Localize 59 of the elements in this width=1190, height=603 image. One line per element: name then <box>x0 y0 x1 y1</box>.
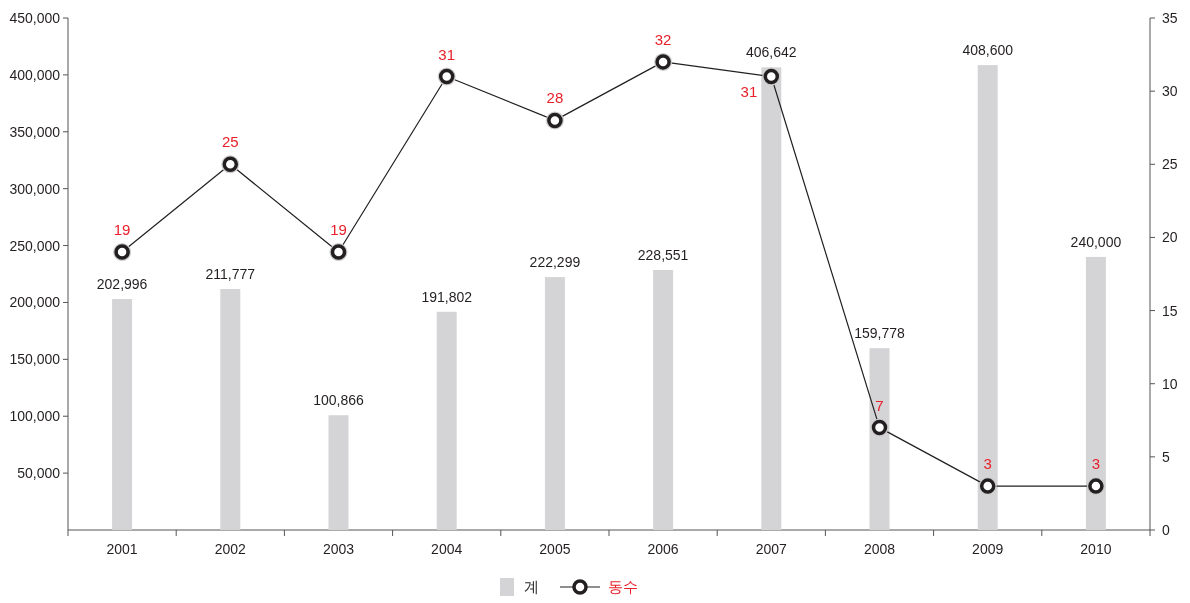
y-tick-label: 350,000 <box>9 123 61 140</box>
x-tick-label: 2004 <box>431 541 463 557</box>
y2-tick-label: 15 <box>1162 302 1178 319</box>
legend-label: 계 <box>524 578 539 595</box>
y2-tick-label: 35 <box>1162 10 1178 26</box>
bar <box>761 67 782 530</box>
data-label: 222,299 <box>529 254 581 271</box>
bar <box>328 415 349 530</box>
data-label: 240,000 <box>1070 233 1122 250</box>
bar <box>220 289 241 530</box>
y2-tick-label: 30 <box>1162 83 1178 100</box>
y-tick-label: 400,000 <box>9 66 61 83</box>
bar <box>1085 256 1106 530</box>
data-label: 7 <box>875 396 884 414</box>
data-label: 408,600 <box>962 42 1014 59</box>
legend-label: 동수 <box>608 578 638 595</box>
bar <box>869 348 890 530</box>
x-tick-label: 2010 <box>1080 541 1112 557</box>
bar <box>653 269 674 530</box>
x-tick-label: 2007 <box>755 541 788 557</box>
y2-tick-label: 25 <box>1162 156 1178 173</box>
data-label: 100,866 <box>313 392 365 409</box>
y2-tick-label: 0 <box>1162 522 1170 538</box>
data-label: 159,778 <box>854 325 906 342</box>
x-tick-label: 2009 <box>972 541 1004 557</box>
data-label: 406,642 <box>746 44 797 61</box>
data-label: 32 <box>654 30 672 48</box>
x-tick-label: 2002 <box>214 541 247 557</box>
data-label: 228,551 <box>637 246 689 263</box>
data-label: 31 <box>740 82 758 100</box>
data-label: 28 <box>546 89 564 107</box>
data-label: 19 <box>330 221 347 239</box>
data-label: 25 <box>221 133 239 151</box>
y-tick-label: 300,000 <box>9 180 61 197</box>
y-tick-label: 50,000 <box>17 465 61 482</box>
data-label: 31 <box>438 45 456 63</box>
bar <box>977 65 998 530</box>
data-label: 191,802 <box>421 288 473 305</box>
x-tick-label: 2008 <box>863 541 896 557</box>
data-label: 3 <box>1091 455 1101 473</box>
y-tick-label: 200,000 <box>9 294 61 311</box>
bar <box>112 299 133 530</box>
data-label: 3 <box>983 455 992 473</box>
y-tick-label: 100,000 <box>9 408 61 425</box>
y2-tick-label: 10 <box>1162 375 1178 392</box>
x-tick-label: 2001 <box>106 541 138 557</box>
data-label: 211,777 <box>205 266 256 283</box>
y-tick-label: 250,000 <box>9 237 61 254</box>
bar <box>436 311 457 530</box>
y2-tick-label: 20 <box>1162 229 1178 246</box>
y-tick-label: 150,000 <box>9 351 61 368</box>
bar <box>544 277 565 530</box>
y2-tick-label: 5 <box>1162 448 1170 465</box>
x-tick-label: 2006 <box>647 541 679 557</box>
x-tick-label: 2003 <box>322 541 355 557</box>
x-tick-label: 2005 <box>539 541 571 557</box>
y-tick-label: 450,000 <box>9 10 61 26</box>
data-label: 202,996 <box>96 276 148 293</box>
data-label: 19 <box>113 221 131 239</box>
